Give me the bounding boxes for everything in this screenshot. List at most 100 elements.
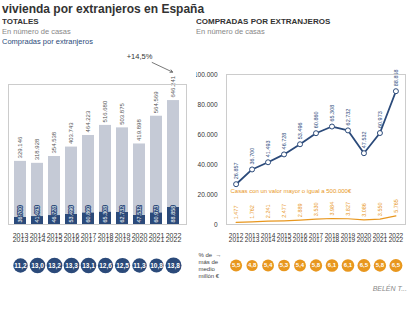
svg-text:60.000: 60.000	[198, 131, 218, 138]
svg-text:13,2: 13,2	[48, 262, 61, 270]
svg-text:2014: 2014	[30, 238, 46, 243]
svg-text:62.732: 62.732	[345, 109, 351, 126]
svg-text:6,5: 6,5	[392, 262, 401, 268]
svg-text:Casas con un valor mayor o igu: Casas con un valor mayor o igual a 500.0…	[231, 188, 352, 194]
html-text:TOTALES: TOTALES	[2, 17, 39, 26]
svg-text:646.241: 646.241	[170, 75, 176, 97]
svg-text:329.146: 329.146	[17, 136, 23, 158]
svg-text:318.928: 318.928	[34, 138, 40, 160]
svg-text:13,1: 13,1	[82, 262, 95, 270]
svg-text:6,5: 6,5	[360, 262, 369, 268]
svg-text:2016: 2016	[64, 238, 80, 243]
svg-text:12,5: 12,5	[116, 262, 129, 270]
svg-text:47.532: 47.532	[361, 131, 367, 148]
svg-text:3.984: 3.984	[329, 202, 335, 216]
svg-text:564.569: 564.569	[153, 91, 159, 113]
svg-text:60.973: 60.973	[377, 111, 383, 128]
svg-text:40.000: 40.000	[198, 161, 218, 168]
svg-text:26.857: 26.857	[233, 162, 239, 179]
svg-text:2021: 2021	[373, 238, 388, 243]
svg-text:5,8: 5,8	[312, 262, 321, 268]
svg-text:53.496: 53.496	[297, 122, 303, 139]
svg-text:13,8: 13,8	[167, 262, 180, 270]
svg-text:2.889: 2.889	[297, 203, 303, 217]
svg-text:6,1: 6,1	[344, 262, 353, 268]
svg-text:2012: 2012	[229, 238, 244, 243]
svg-text:88.858: 88.858	[393, 69, 399, 86]
svg-text:13,0: 13,0	[31, 262, 44, 270]
svg-text:53.496: 53.496	[68, 206, 74, 223]
svg-text:2013: 2013	[245, 238, 260, 243]
svg-text:2020: 2020	[357, 238, 372, 243]
svg-text:2020: 2020	[132, 238, 148, 243]
svg-text:2019: 2019	[115, 238, 131, 243]
html-text:COMPRADAS POR EXTRANJEROS: COMPRADAS POR EXTRANJEROS	[196, 17, 331, 26]
svg-text:5,4: 5,4	[264, 262, 273, 268]
svg-text:11,3: 11,3	[133, 262, 146, 270]
svg-text:100.000: 100.000	[196, 71, 218, 78]
svg-text:10,8: 10,8	[150, 262, 163, 270]
svg-text:4,8: 4,8	[248, 262, 257, 268]
svg-text:1.477: 1.477	[233, 206, 239, 220]
svg-text:% de →más demediomillón €: % de →más demediomillón €	[199, 252, 222, 279]
svg-text:36.700: 36.700	[249, 148, 255, 165]
svg-text:3.827: 3.827	[345, 202, 351, 216]
svg-text:3.530: 3.530	[313, 202, 319, 216]
svg-text:5,3: 5,3	[280, 262, 289, 268]
svg-text:65.308: 65.308	[329, 105, 335, 122]
svg-text:403.743: 403.743	[68, 122, 74, 144]
svg-text:62.732: 62.732	[119, 206, 125, 223]
svg-text:5,8: 5,8	[376, 262, 385, 268]
svg-text:3.086: 3.086	[361, 203, 367, 217]
svg-text:60.860: 60.860	[85, 206, 91, 223]
svg-text:5,5: 5,5	[232, 262, 241, 268]
svg-text:2.241: 2.241	[265, 204, 271, 218]
svg-text:2019: 2019	[341, 238, 356, 243]
svg-text:6,1: 6,1	[328, 262, 337, 268]
svg-text:2015: 2015	[47, 238, 63, 243]
svg-text:419.898: 419.898	[136, 119, 142, 141]
svg-text:5,4: 5,4	[296, 262, 305, 268]
svg-text:2018: 2018	[98, 238, 114, 243]
svg-text:60.860: 60.860	[313, 111, 319, 128]
svg-text:20.000: 20.000	[198, 191, 218, 198]
svg-text:12,6: 12,6	[99, 262, 112, 270]
svg-text:13,3: 13,3	[65, 262, 78, 270]
svg-text:88.858: 88.858	[170, 206, 176, 223]
svg-text:503.875: 503.875	[119, 103, 125, 125]
html-text:En número de casas: En número de casas	[196, 27, 265, 36]
svg-text:2.477: 2.477	[281, 204, 287, 218]
svg-text:2015: 2015	[277, 238, 292, 243]
svg-text:60.973: 60.973	[153, 206, 159, 223]
svg-text:46.728: 46.728	[281, 133, 287, 150]
svg-text:516.680: 516.680	[102, 100, 108, 122]
html-text:Compradas por extranjeros: Compradas por extranjeros	[2, 37, 93, 46]
svg-text:2014: 2014	[261, 238, 276, 243]
html-text:BELÉN T...: BELÉN T...	[372, 285, 407, 292]
svg-text:11,2: 11,2	[14, 262, 27, 270]
svg-text:2022: 2022	[166, 238, 182, 243]
svg-text:+14,5%: +14,5%	[127, 52, 153, 61]
svg-text:47.532: 47.532	[136, 206, 142, 223]
svg-text:65.308: 65.308	[102, 206, 108, 223]
svg-text:2018: 2018	[325, 238, 340, 243]
svg-text:46.728: 46.728	[51, 206, 57, 223]
html-text:En número de casas: En número de casas	[2, 27, 71, 36]
svg-text:2017: 2017	[81, 238, 97, 243]
svg-text:2017: 2017	[309, 238, 324, 243]
svg-text:354.538: 354.538	[51, 131, 57, 153]
svg-text:2016: 2016	[293, 238, 308, 243]
svg-text:2021: 2021	[149, 238, 165, 243]
svg-text:36.700: 36.700	[17, 206, 23, 223]
svg-text:5.765: 5.765	[393, 199, 399, 213]
svg-text:1.762: 1.762	[249, 205, 255, 219]
svg-text:80.000: 80.000	[198, 101, 218, 108]
svg-text:2022: 2022	[389, 238, 404, 243]
svg-text:41.493: 41.493	[265, 140, 271, 157]
html-text:vivienda por extranjeros en Es: vivienda por extranjeros en España	[2, 2, 205, 16]
svg-text:41.493: 41.493	[34, 206, 40, 223]
svg-text:3.550: 3.550	[377, 202, 383, 216]
svg-text:464.223: 464.223	[85, 110, 91, 132]
svg-text:0: 0	[214, 221, 218, 228]
svg-text:2013: 2013	[13, 238, 29, 243]
